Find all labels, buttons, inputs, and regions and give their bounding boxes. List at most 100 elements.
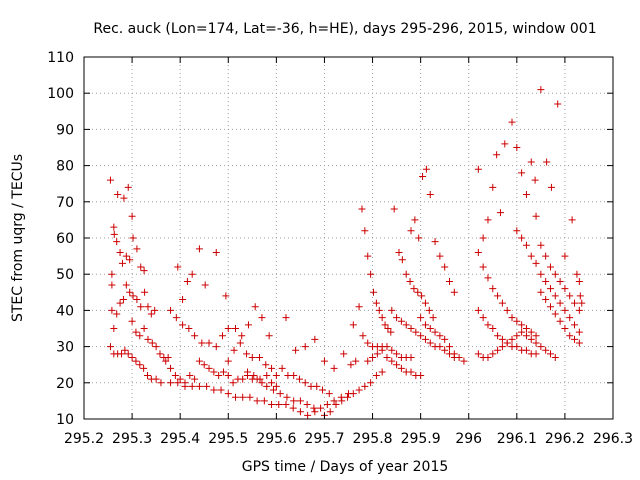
x-tick-label: 296.2 bbox=[545, 431, 585, 447]
data-point bbox=[484, 216, 492, 224]
data-point bbox=[258, 379, 266, 387]
data-point bbox=[556, 317, 564, 325]
data-point bbox=[272, 372, 280, 380]
data-point bbox=[253, 397, 261, 405]
data-point bbox=[296, 408, 304, 416]
data-point bbox=[503, 306, 511, 314]
data-point bbox=[508, 314, 516, 322]
data-point bbox=[352, 357, 360, 365]
data-point bbox=[537, 270, 545, 278]
data-point bbox=[484, 274, 492, 282]
y-axis-label: STEC from uqrg / TECUs bbox=[10, 154, 26, 322]
data-point bbox=[441, 346, 449, 354]
data-point bbox=[355, 303, 363, 311]
data-point bbox=[518, 321, 526, 329]
data-point bbox=[494, 346, 502, 354]
data-point bbox=[494, 292, 502, 300]
data-point bbox=[542, 277, 550, 285]
data-point bbox=[256, 375, 264, 383]
data-point bbox=[398, 256, 406, 264]
data-point bbox=[181, 382, 189, 390]
data-point bbox=[369, 353, 377, 361]
data-point bbox=[531, 176, 539, 184]
data-point bbox=[141, 288, 149, 296]
data-point bbox=[338, 397, 346, 405]
data-point bbox=[195, 245, 203, 253]
data-point bbox=[361, 227, 369, 235]
data-point bbox=[561, 252, 569, 260]
data-point bbox=[489, 183, 497, 191]
x-tick-label: 295.2 bbox=[64, 431, 104, 447]
data-point bbox=[238, 332, 246, 340]
data-point bbox=[484, 321, 492, 329]
data-point bbox=[212, 343, 220, 351]
data-point bbox=[498, 343, 506, 351]
data-point bbox=[239, 375, 247, 383]
data-point bbox=[571, 299, 579, 307]
data-point bbox=[384, 325, 392, 332]
data-point bbox=[140, 267, 148, 275]
data-point bbox=[212, 248, 220, 256]
data-point bbox=[489, 350, 497, 358]
data-point bbox=[110, 223, 118, 231]
data-point bbox=[244, 321, 252, 329]
data-point bbox=[124, 350, 132, 358]
data-point bbox=[136, 361, 144, 369]
data-point bbox=[124, 183, 132, 191]
y-tick-label: 110 bbox=[47, 50, 74, 66]
data-point bbox=[370, 288, 378, 296]
data-point bbox=[527, 252, 535, 260]
data-point bbox=[450, 288, 458, 296]
data-point bbox=[172, 314, 180, 322]
data-point bbox=[436, 332, 444, 340]
data-point bbox=[445, 277, 453, 285]
y-tick-label: 90 bbox=[56, 122, 74, 138]
data-point bbox=[364, 357, 372, 365]
data-point bbox=[118, 350, 126, 358]
data-point bbox=[210, 368, 218, 376]
data-point bbox=[347, 361, 355, 369]
data-point bbox=[489, 285, 497, 293]
data-point bbox=[367, 379, 375, 387]
data-point bbox=[217, 386, 225, 394]
data-point bbox=[320, 357, 328, 365]
data-point bbox=[554, 100, 562, 108]
data-point bbox=[546, 263, 554, 271]
x-axis-label: GPS time / Days of year 2015 bbox=[242, 459, 449, 475]
data-point bbox=[411, 216, 419, 224]
data-point bbox=[326, 408, 334, 416]
data-point bbox=[272, 382, 280, 390]
data-point bbox=[137, 303, 145, 311]
data-point bbox=[147, 310, 155, 318]
data-point bbox=[474, 306, 482, 314]
data-point bbox=[407, 353, 415, 361]
data-point bbox=[263, 382, 271, 390]
data-point bbox=[426, 191, 434, 199]
data-point bbox=[383, 353, 391, 361]
data-point bbox=[296, 397, 304, 405]
data-point bbox=[542, 346, 550, 354]
data-point bbox=[278, 364, 286, 372]
data-point bbox=[265, 332, 273, 340]
data-point bbox=[276, 390, 284, 398]
data-point bbox=[263, 372, 271, 380]
y-tick-label: 20 bbox=[56, 376, 74, 392]
data-point bbox=[537, 86, 545, 94]
data-point bbox=[522, 241, 530, 249]
data-point bbox=[498, 335, 506, 343]
data-point bbox=[532, 212, 540, 220]
x-tick-label: 296 bbox=[455, 431, 482, 447]
data-point bbox=[412, 328, 420, 336]
x-tick-label: 295.3 bbox=[112, 431, 152, 447]
data-point bbox=[283, 393, 291, 401]
data-point bbox=[191, 375, 199, 383]
data-point bbox=[179, 296, 187, 304]
data-point bbox=[479, 314, 487, 322]
data-point bbox=[364, 252, 372, 260]
data-point bbox=[256, 353, 264, 361]
data-point bbox=[120, 194, 128, 202]
data-point bbox=[231, 393, 239, 401]
data-point bbox=[407, 227, 415, 235]
data-point bbox=[129, 234, 137, 242]
data-point bbox=[571, 321, 579, 329]
